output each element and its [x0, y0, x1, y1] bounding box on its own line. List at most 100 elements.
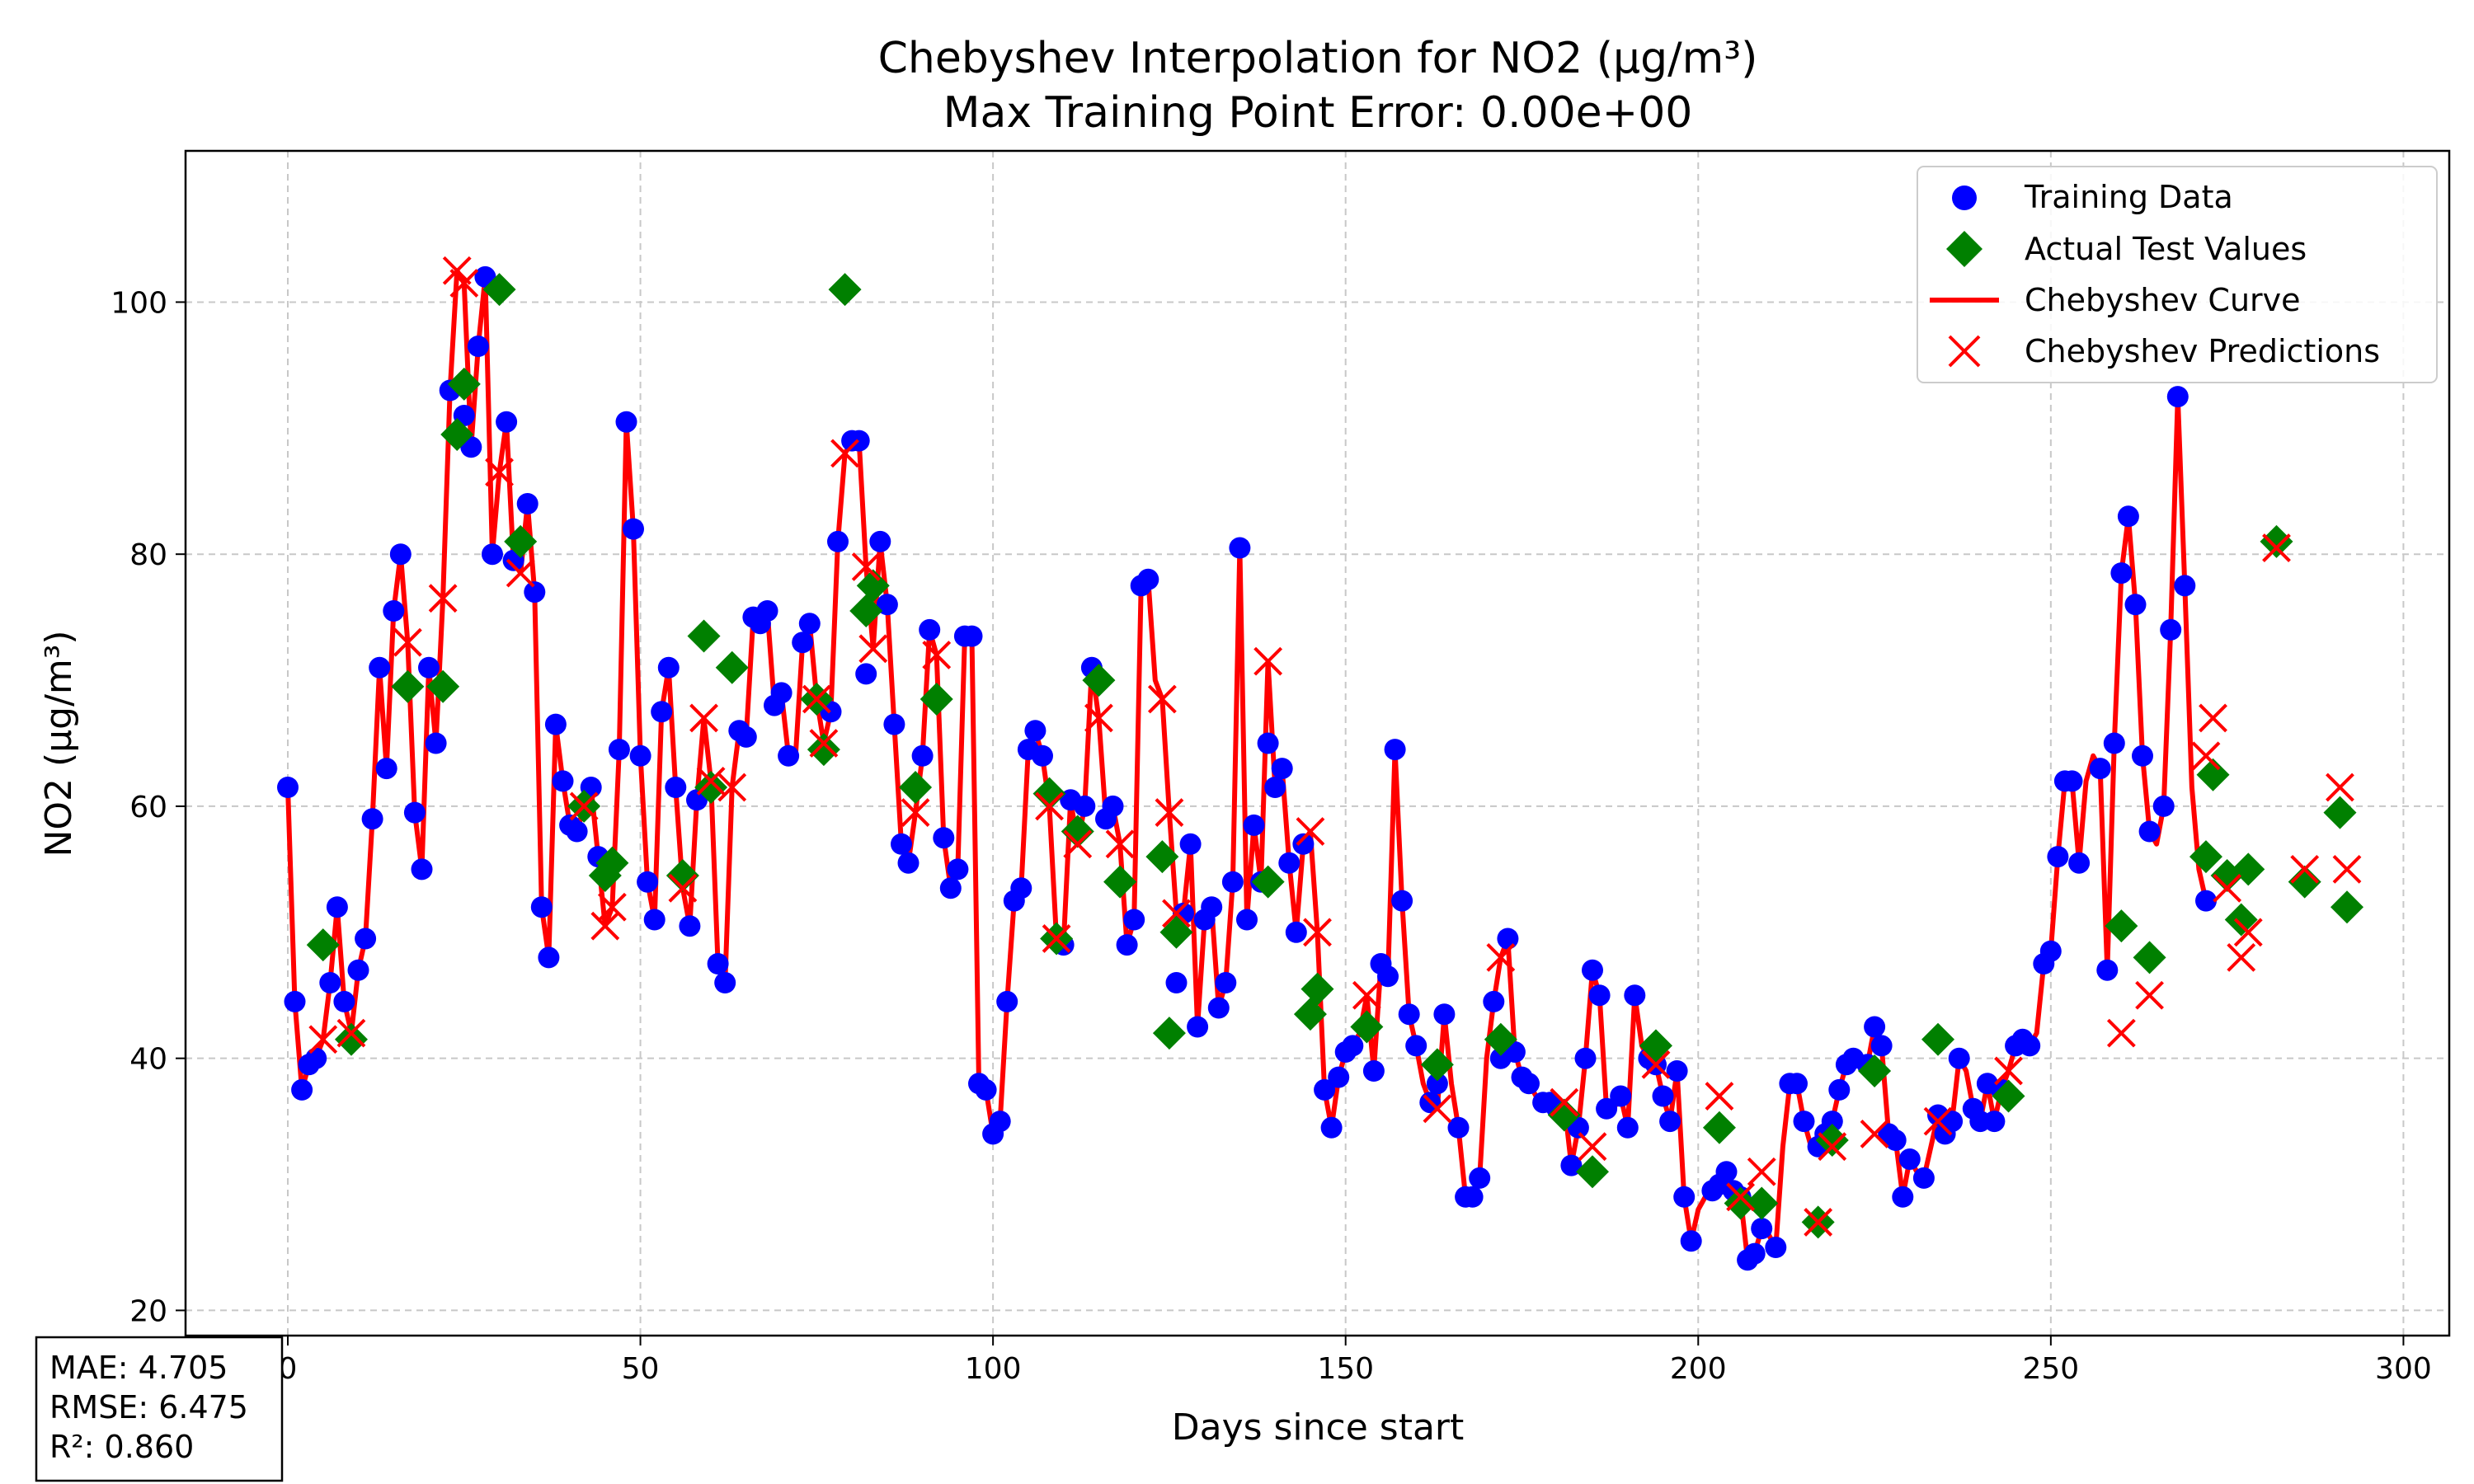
prediction-point: [1105, 829, 1135, 859]
legend-training-marker: [1952, 186, 1977, 210]
test-value-point: [1103, 865, 1137, 899]
test-value-point: [1032, 777, 1066, 810]
training-point: [637, 871, 659, 893]
prediction-point: [851, 552, 881, 581]
x-tick-label: 100: [965, 1352, 1022, 1386]
training-point: [1137, 568, 1159, 590]
test-value-point: [1745, 1186, 1779, 1220]
prediction-point: [1578, 1132, 1607, 1162]
x-axis-label: Days since start: [1172, 1407, 1465, 1449]
test-value-point: [1992, 1079, 2025, 1113]
chart-subtitle: Max Training Point Error: 0.00e+00: [943, 88, 1693, 138]
test-value-point: [694, 771, 728, 805]
prediction-point: [1804, 1207, 1833, 1237]
training-point: [361, 808, 383, 830]
training-point: [1123, 909, 1145, 931]
test-value-point: [306, 928, 340, 962]
stats-box: MAE: 4.705 RMSE: 6.475 R²: 0.860: [35, 1336, 284, 1482]
training-point: [1362, 1060, 1385, 1082]
training-point: [643, 909, 666, 931]
training-point: [1215, 972, 1237, 993]
prediction-point: [717, 773, 747, 802]
test-value-point: [1484, 1022, 1517, 1056]
prediction-point: [1042, 924, 1071, 953]
training-point: [544, 713, 567, 735]
prediction-point: [1084, 703, 1113, 733]
training-point: [869, 530, 891, 552]
prediction-point: [689, 703, 718, 733]
training-point: [939, 877, 962, 899]
legend-test-label: Actual Test Values: [2025, 231, 2307, 267]
training-point: [1384, 739, 1406, 761]
training-point: [2047, 846, 2069, 868]
prediction-point: [1063, 829, 1093, 859]
training-point: [516, 493, 539, 514]
prediction-point: [2227, 942, 2256, 972]
legend-test-marker: [1946, 231, 1982, 267]
training-point: [2195, 890, 2217, 912]
training-point: [996, 990, 1018, 1012]
training-point: [1616, 1116, 1639, 1139]
training-point: [1610, 1085, 1632, 1107]
training-point: [1518, 1073, 1540, 1095]
legend-prediction-label: Chebyshev Predictions: [2025, 333, 2380, 369]
training-point: [919, 618, 941, 641]
test-value-point: [334, 1022, 368, 1056]
training-point: [1560, 1154, 1583, 1176]
training-point: [277, 777, 299, 798]
prediction-point: [2191, 741, 2221, 771]
training-point: [1680, 1230, 1702, 1252]
prediction-point: [506, 558, 535, 588]
training-point: [1405, 1035, 1427, 1057]
x-tick-label: 200: [1670, 1352, 1727, 1386]
prediction-point: [2262, 533, 2291, 562]
test-value-point: [1921, 1022, 1955, 1056]
training-point: [1828, 1078, 1851, 1101]
training-point: [2039, 940, 2062, 962]
test-value-point: [391, 669, 425, 703]
training-point: [375, 758, 397, 780]
training-point: [1596, 1097, 1618, 1120]
training-point: [883, 713, 905, 735]
test-value-point: [1082, 664, 1116, 697]
training-point: [1870, 1035, 1893, 1057]
training-point: [326, 896, 348, 918]
training-point: [792, 632, 814, 654]
training-point: [1391, 890, 1413, 912]
training-point: [389, 543, 412, 566]
test-value-point: [440, 417, 474, 451]
training-point: [1257, 732, 1279, 754]
training-point: [1032, 744, 1053, 767]
prediction-point: [485, 458, 514, 487]
training-point: [1666, 1060, 1688, 1082]
test-value-point: [849, 594, 883, 627]
prediction-point: [2332, 854, 2362, 884]
training-point: [665, 777, 687, 798]
training-point: [2096, 959, 2119, 981]
training-point: [1426, 1073, 1448, 1095]
test-value-point: [426, 669, 460, 703]
training-point: [284, 990, 306, 1012]
legend-box: [1917, 166, 2438, 383]
training-data-layer: [277, 265, 2217, 1271]
training-point: [1179, 833, 1202, 855]
training-point: [1983, 1111, 2006, 1133]
prediction-point: [830, 439, 859, 468]
training-point: [1469, 1167, 1491, 1189]
training-point: [1743, 1242, 1766, 1265]
training-point: [2110, 562, 2133, 585]
training-point: [1497, 928, 1519, 950]
prediction-point: [1641, 1050, 1671, 1079]
training-point: [1892, 1186, 1914, 1208]
training-point: [2160, 618, 2182, 641]
test-value-point: [2105, 909, 2138, 943]
prediction-point: [1550, 1087, 1579, 1117]
training-point: [1912, 1167, 1935, 1189]
prediction-point: [1303, 918, 1332, 947]
prediction-point: [2106, 1018, 2136, 1048]
prediction-point: [802, 684, 831, 714]
training-point: [891, 833, 912, 855]
training-point: [1483, 990, 1505, 1012]
test-value-point: [2260, 524, 2293, 558]
training-point: [1786, 1073, 1808, 1095]
